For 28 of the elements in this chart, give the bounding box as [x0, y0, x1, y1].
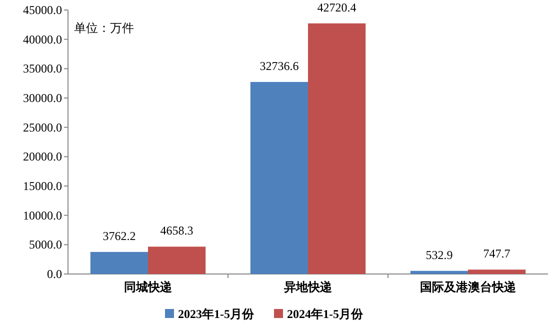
x-tick-label: 异地快递 — [283, 280, 333, 294]
data-label: 532.9 — [426, 248, 453, 262]
y-tick-label: 45000.0 — [23, 3, 62, 17]
x-tick-label: 同城快递 — [124, 280, 173, 294]
y-tick-label: 5000.0 — [29, 238, 62, 252]
y-tick-label: 10000.0 — [23, 208, 62, 222]
annotation: 单位：万件 — [74, 21, 134, 35]
y-tick-label: 30000.0 — [23, 91, 62, 105]
data-label: 747.7 — [483, 246, 510, 261]
data-label: 4658.3 — [160, 224, 194, 238]
bar — [90, 252, 148, 274]
data-label: 42720.4 — [317, 0, 356, 14]
bar — [250, 82, 308, 274]
bar — [148, 246, 206, 274]
y-tick-label: 40000.0 — [23, 32, 62, 46]
bar — [410, 270, 468, 274]
y-tick-label: 35000.0 — [23, 62, 62, 76]
y-tick-label: 15000.0 — [23, 179, 62, 193]
bar — [468, 270, 526, 274]
legend-label: 2024年1-5月份 — [287, 307, 364, 321]
y-tick-label: 25000.0 — [23, 120, 62, 134]
y-tick-label: 20000.0 — [23, 150, 62, 164]
x-tick-label: 国际及港澳台快递 — [420, 280, 517, 294]
bar — [308, 23, 366, 274]
legend-label: 2023年1-5月份 — [178, 307, 255, 321]
data-label: 32736.6 — [260, 58, 299, 73]
y-tick-label: 0.0 — [47, 267, 62, 281]
data-label: 3762.2 — [102, 228, 136, 243]
